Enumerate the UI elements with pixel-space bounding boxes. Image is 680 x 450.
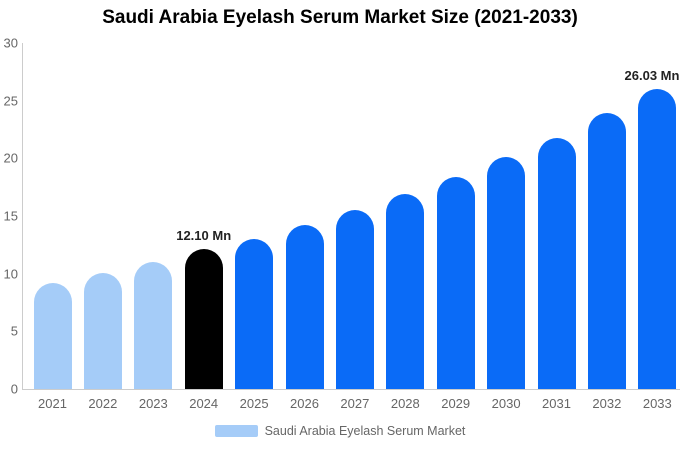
y-tick-label: 5 [10, 323, 18, 339]
x-tick-label: 2028 [390, 396, 420, 411]
legend-item[interactable]: Saudi Arabia Eyelash Serum Market [0, 425, 680, 438]
x-tick-label: 2032 [592, 396, 622, 411]
bar-2022[interactable] [83, 272, 122, 389]
x-tick-label: 2021 [38, 396, 67, 411]
y-tick-label: 25 [3, 93, 18, 109]
bar-2031[interactable] [537, 137, 576, 389]
value-label-2033: 26.03 Mn [624, 67, 680, 83]
bar-2030[interactable] [487, 157, 526, 389]
bar-2033[interactable] [638, 88, 677, 389]
legend-swatch [214, 425, 258, 438]
x-tick-label: 2025 [239, 396, 269, 411]
x-tick-label: 2024 [189, 396, 219, 411]
y-axis-line [22, 43, 23, 390]
x-tick-label: 2027 [340, 396, 370, 411]
y-tick-label: 15 [3, 208, 18, 224]
bar-2027[interactable] [335, 210, 374, 389]
x-tick-label: 2033 [642, 396, 672, 411]
bar-2026[interactable] [285, 225, 324, 389]
x-tick-label: 2026 [290, 396, 319, 411]
bar-2028[interactable] [386, 194, 425, 389]
x-tick-label: 2030 [491, 396, 521, 411]
x-tick-label: 2031 [542, 396, 571, 411]
value-label-2024: 12.10 Mn [176, 228, 232, 244]
bar-2024[interactable] [184, 249, 223, 389]
legend-label: Saudi Arabia Eyelash Serum Market [264, 424, 466, 438]
bar-2021[interactable] [33, 282, 72, 389]
bar-2032[interactable] [587, 113, 626, 389]
bar-2025[interactable] [235, 239, 274, 389]
x-tick-label: 2022 [88, 396, 118, 411]
x-axis-line [22, 389, 680, 390]
bar-2023[interactable] [134, 262, 173, 389]
y-tick-label: 0 [10, 381, 18, 397]
bar-2029[interactable] [436, 176, 475, 389]
x-tick-label: 2023 [138, 396, 168, 411]
y-tick-label: 30 [3, 35, 18, 51]
y-tick-label: 10 [3, 266, 18, 282]
x-tick-label: 2029 [441, 396, 471, 411]
y-tick-label: 20 [3, 150, 18, 166]
chart-title: Saudi Arabia Eyelash Serum Market Size (… [102, 7, 578, 28]
